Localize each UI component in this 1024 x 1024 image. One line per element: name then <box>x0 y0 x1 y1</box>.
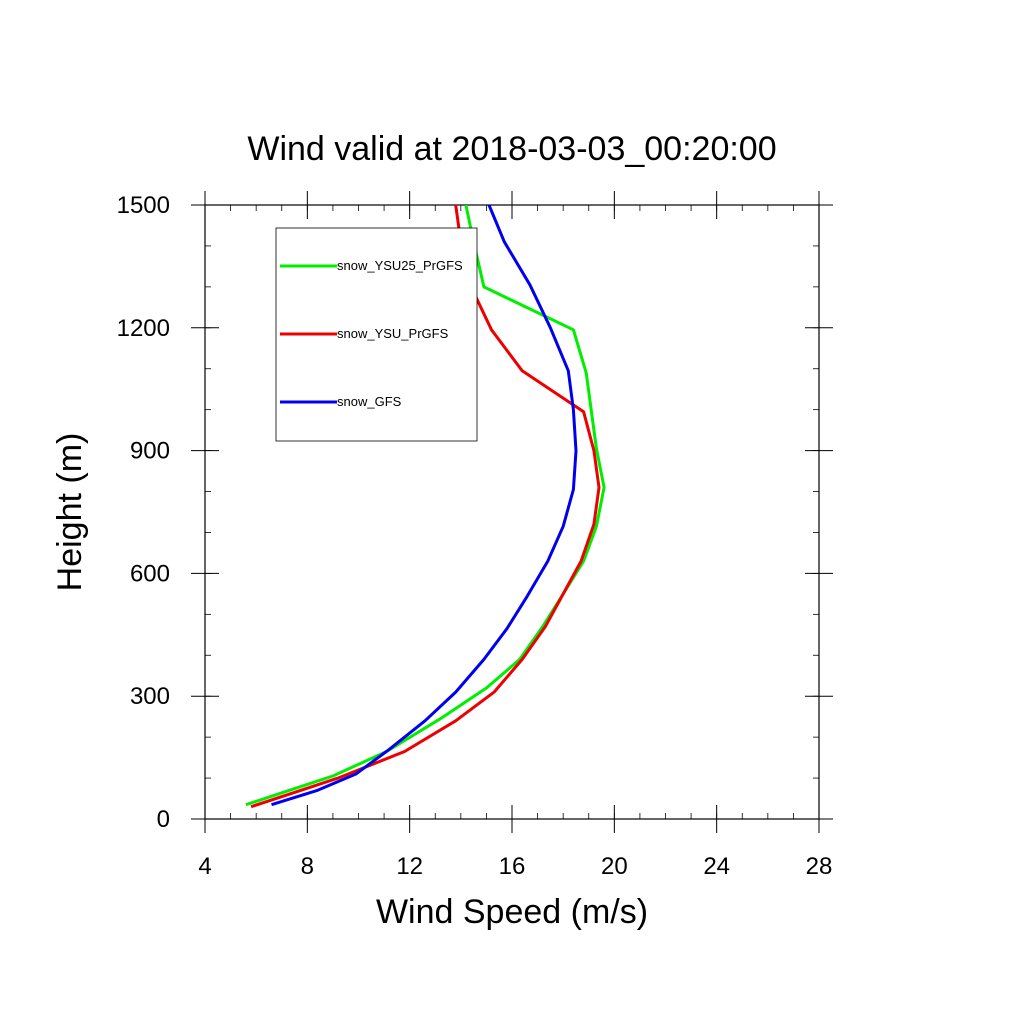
legend-label: snow_GFS <box>337 394 402 409</box>
x-tick-label: 16 <box>499 853 526 880</box>
legend: snow_YSU25_PrGFS snow_YSU_PrGFS snow_GFS <box>275 227 478 442</box>
legend-label: snow_YSU25_PrGFS <box>337 258 463 273</box>
legend-label: snow_YSU_PrGFS <box>337 326 449 341</box>
x-tick-label: 12 <box>396 853 423 880</box>
x-tick-label: 24 <box>703 853 730 880</box>
series-line <box>250 204 601 809</box>
x-tick-label: 20 <box>601 853 628 880</box>
series-lines <box>245 204 606 809</box>
x-axis-label: Wind Speed (m/s) <box>376 893 648 931</box>
y-tick-label: 1500 <box>117 192 170 219</box>
y-tick-label: 900 <box>130 438 170 465</box>
series-line <box>271 204 578 807</box>
y-tick-label: 600 <box>130 560 170 587</box>
y-tick-labels: 0 300 600 900 1200 1500 <box>117 192 170 833</box>
y-axis-label: Height (m) <box>51 433 89 592</box>
major-ticks <box>191 191 833 833</box>
x-tick-labels: 4 8 12 16 20 24 28 <box>198 853 832 880</box>
x-tick-label: 28 <box>806 853 833 880</box>
y-tick-label: 1200 <box>117 315 170 342</box>
x-tick-label: 4 <box>198 853 211 880</box>
y-tick-label: 300 <box>130 683 170 710</box>
chart-title: Wind valid at 2018-03-03_00:20:00 <box>247 130 776 168</box>
x-tick-label: 8 <box>301 853 314 880</box>
y-tick-label: 0 <box>157 806 170 833</box>
